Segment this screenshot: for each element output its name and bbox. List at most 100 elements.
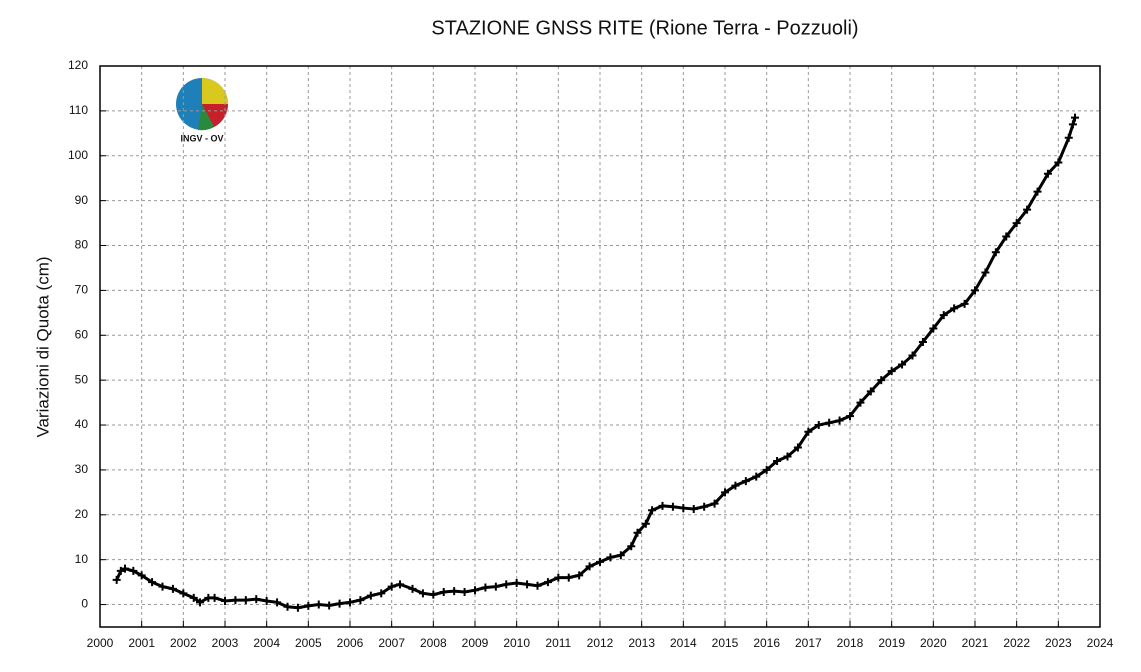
data-point xyxy=(325,601,334,610)
data-point xyxy=(112,575,121,584)
data-point xyxy=(991,248,1000,257)
x-tick-label: 2000 xyxy=(87,636,114,650)
data-point xyxy=(1068,120,1077,129)
data-point xyxy=(491,582,500,591)
data-point xyxy=(741,477,750,486)
x-tick-label: 2009 xyxy=(462,636,489,650)
x-tick-label: 2010 xyxy=(503,636,530,650)
data-point xyxy=(377,589,386,598)
data-point xyxy=(981,268,990,277)
x-tick-label: 2019 xyxy=(878,636,905,650)
data-point xyxy=(846,412,854,421)
data-point xyxy=(168,584,177,593)
data-point xyxy=(533,581,542,590)
y-tick-label: 80 xyxy=(75,238,89,252)
data-point xyxy=(627,542,636,551)
data-point xyxy=(1071,113,1079,122)
data-point xyxy=(116,566,125,575)
x-tick-label: 2021 xyxy=(962,636,989,650)
y-tick-label: 60 xyxy=(75,327,89,341)
x-tick-label: 2008 xyxy=(420,636,447,650)
data-point xyxy=(241,596,250,605)
data-point xyxy=(1064,133,1073,142)
y-tick-label: 30 xyxy=(75,462,89,476)
data-point xyxy=(773,456,782,465)
data-point xyxy=(898,360,907,369)
x-tick-label: 2018 xyxy=(837,636,864,650)
data-point xyxy=(189,593,198,602)
data-point xyxy=(783,452,792,461)
data-point xyxy=(606,553,615,562)
data-point xyxy=(596,557,604,566)
chart-title: STAZIONE GNSS RITE (Rione Terra - Pozzuo… xyxy=(431,17,858,39)
data-point xyxy=(554,573,563,582)
data-point xyxy=(396,580,404,589)
data-point xyxy=(648,506,657,515)
data-point xyxy=(835,416,844,425)
y-tick-label: 50 xyxy=(75,372,89,386)
data-point xyxy=(129,566,138,575)
data-point xyxy=(502,580,511,589)
data-point xyxy=(543,578,552,587)
data-point xyxy=(179,589,188,598)
data-point xyxy=(429,590,438,599)
data-point xyxy=(804,427,813,436)
data-point xyxy=(121,564,129,573)
data-point xyxy=(481,583,490,592)
data-point xyxy=(471,586,479,595)
data-point xyxy=(1033,187,1042,196)
y-tick-label: 110 xyxy=(69,103,88,117)
data-point xyxy=(418,589,427,598)
data-point xyxy=(679,504,688,513)
data-point xyxy=(252,595,261,604)
x-tick-label: 2003 xyxy=(212,636,239,650)
x-tick-label: 2001 xyxy=(128,636,155,650)
data-point xyxy=(1054,158,1063,167)
data-point xyxy=(950,304,959,313)
data-point xyxy=(439,587,448,596)
data-point xyxy=(231,596,240,605)
data-point xyxy=(283,602,292,611)
data-point xyxy=(887,367,896,376)
data-point xyxy=(856,398,865,407)
data-point xyxy=(658,501,667,510)
x-tick-label: 2006 xyxy=(337,636,364,650)
data-point xyxy=(700,502,709,511)
data-point xyxy=(356,596,365,605)
data-point xyxy=(908,351,917,360)
data-point xyxy=(450,587,459,596)
data-point xyxy=(762,465,771,474)
x-tick-label: 2002 xyxy=(170,636,197,650)
data-point xyxy=(939,311,948,320)
data-point xyxy=(314,600,323,609)
data-point xyxy=(731,481,740,490)
y-tick-label: 70 xyxy=(75,283,89,297)
data-point xyxy=(585,562,594,571)
x-tick-label: 2016 xyxy=(753,636,780,650)
data-point xyxy=(148,578,157,587)
y-tick-label: 100 xyxy=(68,148,88,162)
data-point xyxy=(564,573,573,582)
x-tick-label: 2012 xyxy=(587,636,614,650)
data-point xyxy=(346,598,354,607)
y-tick-label: 20 xyxy=(75,507,89,521)
data-point xyxy=(689,504,698,513)
y-tick-label: 10 xyxy=(75,552,89,566)
data-point xyxy=(210,593,219,602)
data-point xyxy=(196,598,204,607)
data-point xyxy=(1012,219,1021,228)
data-point xyxy=(512,579,521,588)
data-point xyxy=(221,596,229,605)
x-tick-label: 2011 xyxy=(545,636,571,650)
x-tick-label: 2015 xyxy=(712,636,739,650)
x-tick-label: 2023 xyxy=(1045,636,1072,650)
y-tick-label: 0 xyxy=(81,597,88,611)
x-tick-label: 2020 xyxy=(920,636,947,650)
data-point xyxy=(918,338,927,347)
x-tick-label: 2004 xyxy=(253,636,280,650)
data-point xyxy=(814,421,823,430)
data-point xyxy=(523,580,532,589)
data-line xyxy=(115,117,1077,610)
x-tick-label: 2024 xyxy=(1087,636,1114,650)
